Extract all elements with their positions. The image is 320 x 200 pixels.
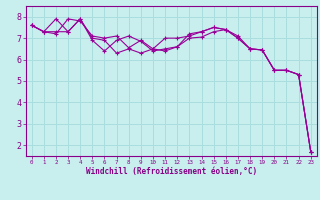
X-axis label: Windchill (Refroidissement éolien,°C): Windchill (Refroidissement éolien,°C) bbox=[86, 167, 257, 176]
